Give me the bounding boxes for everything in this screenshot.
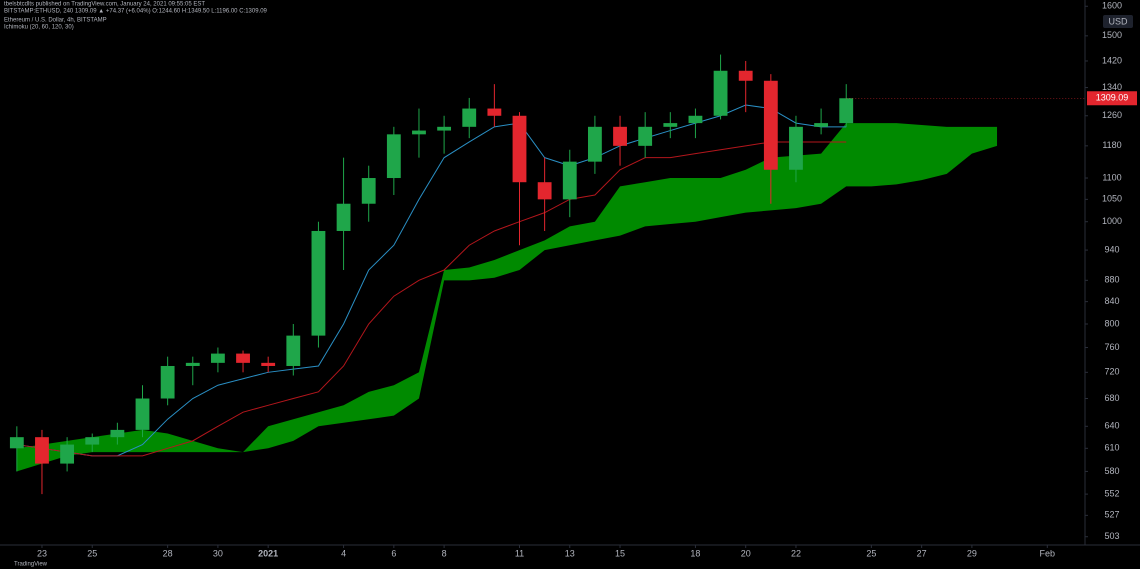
candle-body	[386, 134, 401, 179]
x-tick-label: 8	[442, 548, 447, 558]
x-tick-label: 2021	[258, 548, 278, 558]
candle-body	[311, 230, 326, 336]
candle-body	[135, 398, 150, 430]
kijun-line	[16, 141, 847, 457]
x-tick-label: 4	[341, 548, 346, 558]
y-tick-label: 800	[1104, 318, 1119, 328]
y-tick-label: 1500	[1102, 30, 1122, 40]
x-tick-label: 23	[37, 548, 47, 558]
candle-body	[261, 362, 276, 366]
candle-body	[512, 115, 527, 183]
published: tbelsbtcdlts published on TradingView.co…	[4, 2, 205, 8]
candle-body	[336, 203, 351, 231]
y-tick-label: 760	[1104, 342, 1119, 352]
candle-body	[487, 108, 502, 116]
candle-body	[638, 126, 653, 146]
candle-body	[537, 182, 552, 200]
candle-body	[160, 365, 175, 399]
y-tick-label: 640	[1104, 421, 1119, 431]
y-tick-label: 1180	[1102, 140, 1121, 150]
candle-body	[110, 429, 125, 438]
y-tick-label: 610	[1104, 443, 1119, 453]
currency-box	[1103, 15, 1133, 28]
last-price-box	[1087, 91, 1137, 106]
y-tick-label: 1000	[1102, 216, 1122, 226]
candle-body	[85, 437, 100, 445]
last-price-label: 1309.09	[1096, 93, 1129, 103]
y-tick-label: 1100	[1102, 172, 1121, 182]
candle-body	[814, 123, 829, 127]
currency: USD	[1108, 16, 1128, 26]
x-tick-label: 20	[741, 548, 751, 558]
y-tick-label: 840	[1104, 296, 1119, 306]
candle-body	[763, 80, 778, 170]
y-tick-label: 1600	[1102, 1, 1122, 11]
candle-body	[688, 115, 703, 124]
candle-body	[210, 353, 225, 363]
y-tick-label: 503	[1104, 531, 1119, 541]
y-tick-label: 552	[1104, 488, 1119, 498]
y-tick-label: 527	[1104, 510, 1119, 520]
x-tick-label: 25	[87, 548, 97, 558]
candle-body	[713, 70, 728, 116]
x-tick-label: 13	[565, 548, 575, 558]
candle-body	[361, 178, 376, 204]
candle-body	[9, 437, 24, 449]
candle-body	[839, 98, 854, 124]
symbol-line: BITSTAMP:ETHUSD, 240 1309.09 ▲ +74.37 (+…	[4, 9, 268, 15]
candle-body	[562, 161, 577, 200]
y-tick-label: 580	[1104, 466, 1119, 476]
y-tick-label: 680	[1104, 393, 1119, 403]
candle-body	[663, 123, 678, 127]
x-tick-label: 27	[917, 548, 927, 558]
candle-body	[35, 437, 49, 464]
x-tick-label: Feb	[1040, 548, 1056, 558]
plot	[9, 54, 998, 495]
x-tick-label: 18	[690, 548, 700, 558]
candle-body	[60, 444, 75, 464]
candle-body	[286, 335, 301, 366]
candle-body	[613, 126, 627, 146]
candle-body	[587, 126, 602, 162]
x-tick-label: 25	[866, 548, 876, 558]
indicator-label: Ichimoku (20, 60, 120, 30)	[4, 25, 74, 31]
candle-body	[236, 353, 250, 363]
tenkan-line	[16, 104, 847, 457]
y-tick-label: 1050	[1102, 194, 1122, 204]
x-tick-label: 15	[615, 548, 625, 558]
x-tick-label: 11	[515, 548, 524, 558]
x-tick-label: 22	[791, 548, 801, 558]
y-tick-label: 940	[1104, 244, 1119, 254]
candle-body	[462, 108, 477, 127]
x-tick-label: 28	[163, 548, 173, 558]
ichimoku-cloud	[16, 123, 998, 472]
y-tick-label: 1340	[1102, 82, 1122, 92]
y-tick-label: 720	[1104, 367, 1119, 377]
x-tick-label: 6	[391, 548, 396, 558]
chart-title: Ethereum / U.S. Dollar, 4h, BITSTAMP	[4, 18, 107, 24]
y-tick-label: 1420	[1102, 55, 1122, 65]
candle-body	[185, 362, 200, 366]
candle-body	[437, 126, 452, 131]
y-tick-label: 1260	[1102, 110, 1122, 120]
candle-body	[412, 130, 426, 135]
candle-body	[789, 126, 803, 170]
x-tick-label: 29	[967, 548, 977, 558]
x-tick-label: 30	[213, 548, 223, 558]
footer: TradingView	[14, 562, 48, 568]
y-tick-label: 880	[1104, 275, 1119, 285]
candle-body	[738, 70, 753, 81]
